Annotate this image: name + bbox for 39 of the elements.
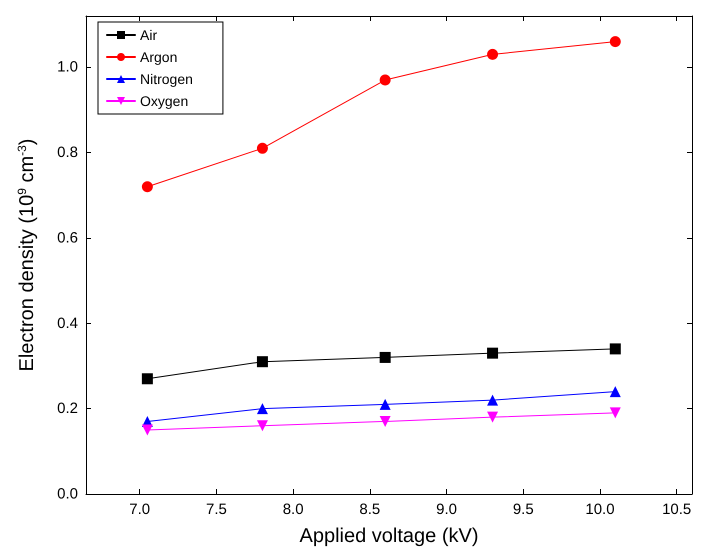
point — [487, 412, 498, 423]
y-tick-label: 0.4 — [57, 314, 78, 332]
y-axis-title: Electron density (109 cm-3) — [15, 138, 38, 372]
x-tick-label: 7.0 — [129, 501, 150, 518]
x-tick-label: 8.5 — [359, 501, 380, 518]
x-axis-title: Applied voltage (kV) — [300, 525, 478, 547]
point — [380, 352, 391, 363]
legend-label: Air — [140, 27, 158, 43]
point — [610, 407, 621, 418]
legend-label: Nitrogen — [140, 71, 193, 87]
x-tick-label: 9.5 — [512, 501, 534, 518]
point — [487, 394, 498, 406]
x-tick-label: 10.5 — [662, 501, 692, 518]
y-tick-label: 1.0 — [57, 58, 78, 76]
point — [256, 142, 268, 154]
point — [610, 36, 621, 48]
x-tick-label: 10.0 — [585, 501, 615, 518]
point — [380, 74, 391, 86]
point — [487, 48, 498, 60]
point — [256, 356, 268, 368]
point — [142, 373, 153, 384]
x-tick-label: 7.5 — [206, 501, 227, 518]
point — [256, 403, 268, 414]
y-tick-label: 0.2 — [57, 400, 78, 418]
point — [142, 181, 153, 192]
y-tick-label: 0.6 — [57, 229, 78, 246]
point — [487, 348, 498, 359]
point — [610, 386, 621, 398]
x-tick-label: 9.0 — [436, 501, 457, 518]
x-tick-label: 8.0 — [282, 501, 304, 518]
point — [380, 398, 391, 410]
point — [380, 416, 391, 427]
legend-label: Oxygen — [140, 93, 188, 109]
point — [256, 420, 268, 432]
y-tick-label: 0.8 — [57, 144, 78, 162]
point — [142, 424, 153, 436]
y-tick-label: 0.0 — [57, 486, 78, 502]
point — [610, 343, 621, 354]
legend-label: Argon — [140, 49, 178, 65]
